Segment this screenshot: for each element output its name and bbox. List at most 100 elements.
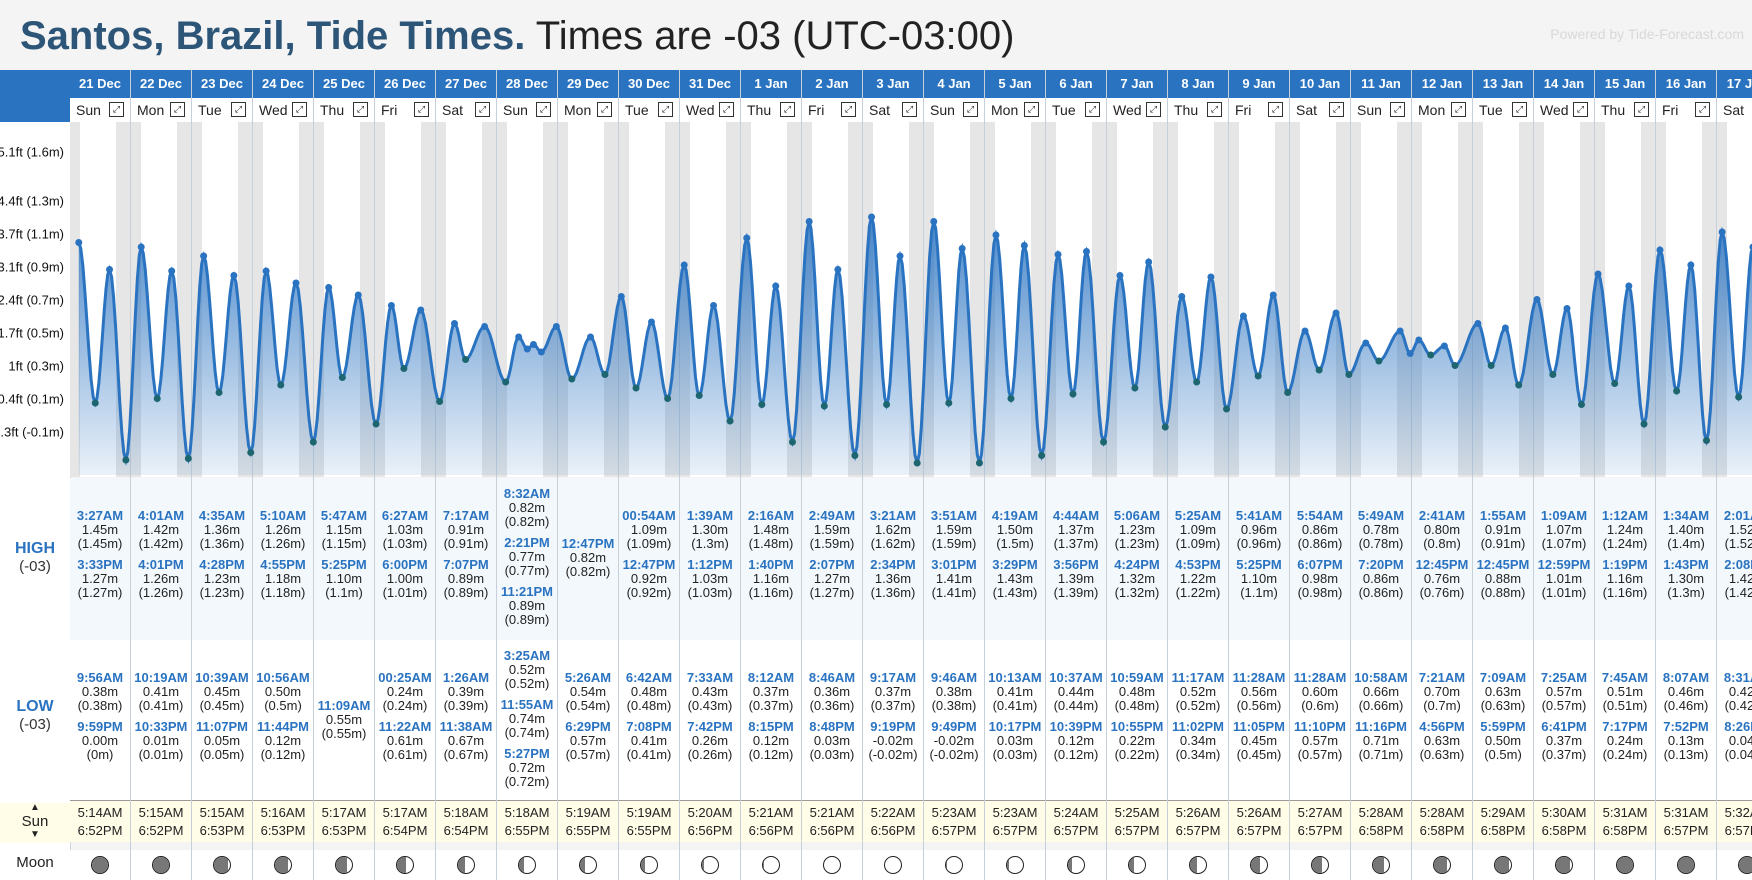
expand-icon[interactable]: ⤢ — [231, 102, 246, 117]
expand-icon[interactable]: ⤢ — [719, 102, 734, 117]
expand-icon[interactable]: ⤢ — [963, 102, 978, 117]
expand-icon[interactable]: ⤢ — [1085, 102, 1100, 117]
low-tide-time: 1:26AM — [442, 670, 490, 685]
expand-icon[interactable]: ⤢ — [536, 102, 551, 117]
high-tide-time: 5:41AM — [1235, 508, 1283, 523]
low-tides-cell: 10:13AM 0.41m (0.41m) 10:17PM 0.03m (0.03m) — [985, 640, 1045, 800]
high-tide-height-paren: (0.8m) — [1423, 536, 1461, 551]
expand-icon[interactable]: ⤢ — [1146, 102, 1161, 117]
expand-icon[interactable]: ⤢ — [292, 102, 307, 117]
expand-icon[interactable]: ⤢ — [597, 102, 612, 117]
high-tide-height: 0.80m — [1423, 522, 1461, 537]
chart-cell — [1290, 122, 1350, 477]
high-tide-height-paren: (1.18m) — [260, 585, 306, 600]
low-tides-cell: 1:26AM 0.39m (0.39m) 11:38AM 0.67m (0.67m) — [436, 640, 496, 800]
low-tide-height: 0.57m — [1545, 684, 1583, 699]
high-tides-cell: 5:25AM 1.09m (1.09m) 4:53PM 1.22m (1.22m) — [1168, 478, 1228, 640]
day-column: 6 Jan Tue ⤢ 4:44AM 1.37m (1.37m) 3:56PM 1.39m… — [1046, 70, 1107, 850]
day-columns: 21 Dec Sun ⤢ 3:27AM 1.45m (1.45m) 3:33PM 1.27… — [70, 70, 1752, 850]
location-title: Santos, Brazil, Tide Times. — [20, 14, 526, 58]
expand-icon[interactable]: ⤢ — [658, 102, 673, 117]
low-tide-event: 8:12AM 0.37m (0.37m) — [741, 670, 801, 713]
expand-icon[interactable]: ⤢ — [1573, 102, 1588, 117]
low-tide-time: 6:41PM — [1541, 719, 1587, 734]
low-tide-height-paren: (-0.02m) — [868, 747, 918, 762]
high-tide-event: 1:34AM 1.40m (1.4m) — [1656, 508, 1716, 551]
day-date: 16 Jan — [1656, 70, 1716, 98]
day-date: 11 Jan — [1351, 70, 1411, 98]
day-date: 25 Dec — [314, 70, 374, 98]
expand-icon[interactable]: ⤢ — [109, 102, 124, 117]
high-tide-time: 12:45PM — [1415, 557, 1469, 572]
expand-icon[interactable]: ⤢ — [841, 102, 856, 117]
chart-cell — [985, 122, 1045, 477]
low-tide-time: 10:13AM — [988, 670, 1042, 685]
low-tide-height-paren: (0.6m) — [1301, 698, 1339, 713]
expand-icon[interactable]: ⤢ — [1329, 102, 1344, 117]
night-shade — [543, 122, 557, 477]
sun-times-cell: 5:16AM 6:53PM — [253, 800, 313, 842]
high-tide-height: 0.91m — [447, 522, 485, 537]
day-column: 14 Jan Wed ⤢ 1:09AM 1.07m (1.07m) 12:59PM 1.0… — [1534, 70, 1595, 850]
high-tide-height: 0.98m — [1301, 571, 1339, 586]
high-tide-height-paren: (1.36m) — [199, 536, 245, 551]
moon-phase-icon — [1311, 856, 1329, 874]
expand-icon[interactable]: ⤢ — [1390, 102, 1405, 117]
powered-by-link[interactable]: Powered by Tide-Forecast.com — [1550, 26, 1744, 42]
night-shade — [1702, 122, 1716, 477]
low-tide-time: 3:25AM — [503, 648, 551, 663]
high-tide-height: 1.59m — [935, 522, 973, 537]
expand-icon[interactable]: ⤢ — [1695, 102, 1710, 117]
sunset-time: 6:54PM — [443, 823, 489, 838]
sunrise-time: 5:29AM — [1480, 805, 1526, 820]
high-tide-event: 3:33PM 1.27m (1.27m) — [70, 557, 130, 600]
moon-cell — [924, 850, 985, 880]
low-tide-event: 7:17PM 0.24m (0.24m) — [1595, 719, 1655, 762]
expand-icon[interactable]: ⤢ — [414, 102, 429, 117]
low-tide-height-paren: (0.57m) — [1297, 747, 1343, 762]
weekday-label: Thu — [320, 102, 345, 118]
low-tide-height-paren: (0.52m) — [1175, 698, 1221, 713]
low-tide-height-paren: (0.03m) — [992, 747, 1038, 762]
expand-icon[interactable]: ⤢ — [902, 102, 917, 117]
low-tide-time: 11:55AM — [500, 697, 554, 712]
high-tide-time: 12:45PM — [1476, 557, 1530, 572]
sunrise-time: 5:21AM — [809, 805, 855, 820]
low-tide-time: 9:59PM — [77, 719, 123, 734]
expand-icon[interactable]: ⤢ — [1634, 102, 1649, 117]
weekday-label: Tue — [625, 102, 649, 118]
low-tide-height: 0.45m — [1240, 733, 1278, 748]
expand-icon[interactable]: ⤢ — [1207, 102, 1222, 117]
weekday-label: Mon — [137, 102, 165, 118]
moon-phase-icon — [640, 856, 658, 874]
high-tide-time: 4:55PM — [260, 557, 306, 572]
low-tide-height: 0.41m — [142, 684, 180, 699]
expand-icon[interactable]: ⤢ — [1512, 102, 1527, 117]
high-tide-event: 3:27AM 1.45m (1.45m) — [70, 508, 130, 551]
high-tide-event: 5:06AM 1.23m (1.23m) — [1107, 508, 1167, 551]
sun-times-cell: 5:31AM 6:58PM — [1595, 800, 1655, 842]
sun-row-label: ▲ Sun ▼ — [0, 803, 70, 843]
expand-icon[interactable]: ⤢ — [1268, 102, 1283, 117]
low-tide-time: 9:46AM — [930, 670, 978, 685]
high-tide-height-paren: (1.01m) — [382, 585, 428, 600]
expand-icon[interactable]: ⤢ — [1024, 102, 1039, 117]
expand-icon[interactable]: ⤢ — [170, 102, 185, 117]
low-tide-height: 0.50m — [264, 684, 302, 699]
low-tide-height: 0.67m — [447, 733, 485, 748]
night-shade — [1046, 122, 1056, 477]
high-tides-cell: 5:06AM 1.23m (1.23m) 4:24PM 1.32m (1.32m) — [1107, 478, 1167, 640]
low-tide-height-paren: (0.44m) — [1053, 698, 1099, 713]
expand-icon[interactable]: ⤢ — [1451, 102, 1466, 117]
low-tides-cell: 10:58AM 0.66m (0.66m) 11:16PM 0.71m (0.71m) — [1351, 640, 1411, 800]
low-tide-time: 10:59AM — [1110, 670, 1164, 685]
expand-icon[interactable]: ⤢ — [475, 102, 490, 117]
expand-icon[interactable]: ⤢ — [780, 102, 795, 117]
expand-icon[interactable]: ⤢ — [353, 102, 368, 117]
low-tide-event: 7:25AM 0.57m (0.57m) — [1534, 670, 1594, 713]
low-tide-event: 00:25AM 0.24m (0.24m) — [375, 670, 435, 713]
low-tides-cell: 11:28AM 0.56m (0.56m) 11:05PM 0.45m (0.45m) — [1229, 640, 1289, 800]
low-tide-time: 00:25AM — [378, 670, 432, 685]
low-tide-height: 0.51m — [1606, 684, 1644, 699]
high-tide-time: 3:21AM — [869, 508, 917, 523]
